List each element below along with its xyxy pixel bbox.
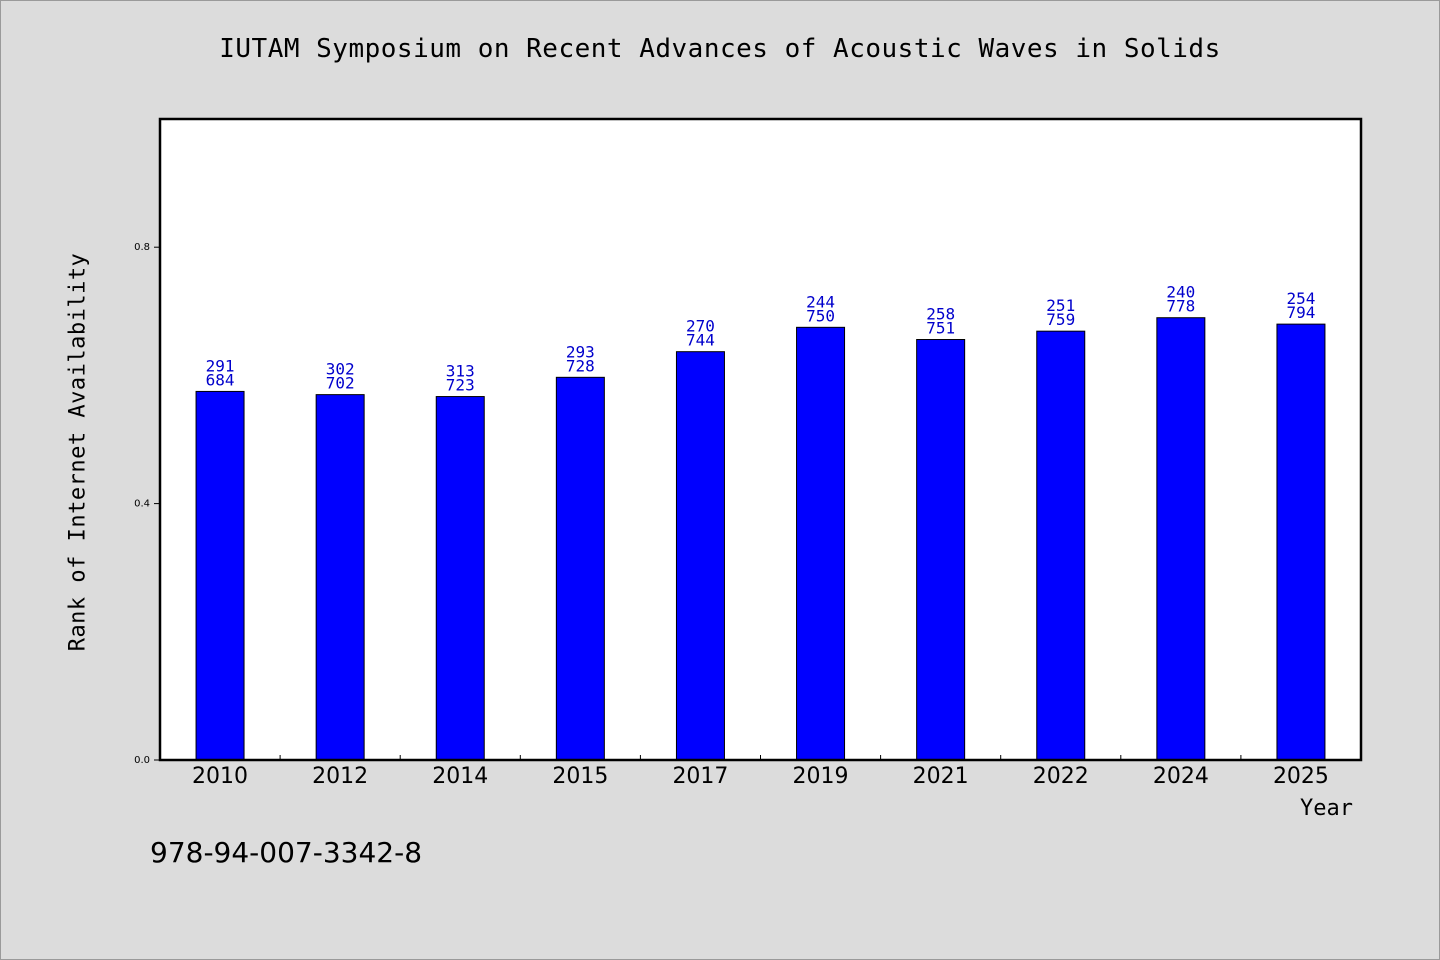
data-label-bottom-2010: 684 bbox=[206, 370, 235, 389]
x-tick-label-2025: 2025 bbox=[1273, 764, 1329, 789]
y-tick-label-0.8: 0.8 bbox=[134, 242, 150, 253]
x-tick-label-2024: 2024 bbox=[1153, 764, 1209, 789]
data-label-bottom-2019: 750 bbox=[806, 306, 835, 325]
y-tick-label-0.4: 0.4 bbox=[134, 499, 150, 510]
data-label-top-2010: 291 bbox=[206, 356, 235, 375]
x-tick-label-2015: 2015 bbox=[552, 764, 608, 789]
x-tick-label-2019: 2019 bbox=[793, 764, 849, 789]
data-label-top-2012: 302 bbox=[326, 360, 355, 379]
data-label-top-2019: 244 bbox=[806, 292, 835, 311]
bar-2010 bbox=[195, 390, 245, 761]
data-label-top-2017: 270 bbox=[686, 317, 715, 336]
x-tick-label-2010: 2010 bbox=[192, 764, 248, 789]
data-label-top-2024: 240 bbox=[1166, 283, 1195, 302]
bar-2024 bbox=[1156, 317, 1206, 761]
data-label-bottom-2012: 702 bbox=[326, 374, 355, 393]
data-label-top-2015: 293 bbox=[566, 342, 595, 361]
bar-2021 bbox=[916, 339, 966, 761]
x-tick-label-2017: 2017 bbox=[672, 764, 728, 789]
data-label-top-2022: 251 bbox=[1046, 296, 1075, 315]
plot-border bbox=[158, 117, 1363, 762]
bar-2014 bbox=[435, 396, 485, 761]
data-label-bottom-2021: 751 bbox=[926, 319, 955, 338]
data-label-bottom-2015: 728 bbox=[566, 356, 595, 375]
bar-2025 bbox=[1276, 323, 1326, 761]
y-tick-label-0.0: 0.0 bbox=[134, 755, 150, 766]
bar-2017 bbox=[675, 351, 725, 761]
x-axis-label: Year bbox=[1300, 796, 1353, 821]
data-label-top-2021: 258 bbox=[926, 305, 955, 324]
bar-2015 bbox=[555, 376, 605, 761]
bar-2022 bbox=[1036, 330, 1086, 761]
x-tick-label-2014: 2014 bbox=[432, 764, 488, 789]
data-label-bottom-2024: 778 bbox=[1166, 297, 1195, 316]
x-tick-label-2012: 2012 bbox=[312, 764, 368, 789]
data-label-top-2014: 313 bbox=[446, 362, 475, 381]
chart-title: IUTAM Symposium on Recent Advances of Ac… bbox=[219, 34, 1221, 64]
data-label-top-2025: 254 bbox=[1286, 289, 1315, 308]
x-tick-label-2022: 2022 bbox=[1033, 764, 1089, 789]
x-tick-label-2021: 2021 bbox=[913, 764, 969, 789]
data-label-bottom-2017: 744 bbox=[686, 331, 715, 350]
data-label-bottom-2025: 794 bbox=[1286, 303, 1315, 322]
bar-2012 bbox=[315, 394, 365, 761]
data-label-bottom-2022: 759 bbox=[1046, 310, 1075, 329]
data-label-bottom-2014: 723 bbox=[446, 376, 475, 395]
bar-2019 bbox=[796, 326, 846, 761]
isbn-code: 978-94-007-3342-8 bbox=[150, 836, 423, 869]
